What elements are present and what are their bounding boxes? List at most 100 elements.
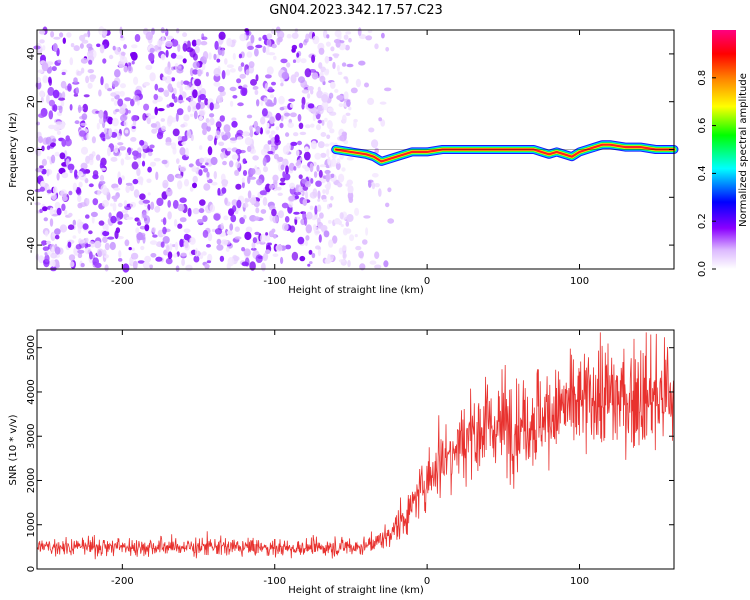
spectrogram-noise-cell (324, 117, 328, 122)
spectrogram-noise-cell (206, 121, 212, 127)
spectrogram-noise-cell (106, 87, 113, 92)
spectrogram-noise-cell (293, 211, 300, 215)
spectrogram-noise-cell (126, 216, 134, 220)
spectrogram-noise-cell (272, 215, 279, 224)
spectrogram-noise-cell (137, 157, 141, 166)
snr-y-tick-label: 4000 (26, 379, 37, 404)
spectrogram-noise-cell (117, 221, 123, 225)
spectrogram-noise-cell (54, 201, 61, 210)
spectrogram-noise-cell (162, 226, 167, 235)
spectrogram-noise-cell (117, 236, 124, 240)
spectrogram-noise-cell (290, 74, 297, 84)
spectrogram-noise-cell (203, 183, 211, 191)
spectrogram-noise-cell (334, 88, 339, 93)
spectrogram-noise-cell (192, 207, 200, 215)
spectrogram-noise-cell (98, 109, 104, 119)
spectrogram-noise-cell (51, 213, 59, 217)
spectrogram-noise-cell (98, 89, 102, 97)
spectrogram-noise-cell (39, 165, 44, 169)
spectrogram-noise-cell (223, 124, 231, 133)
spectrogram-noise-cell (317, 246, 322, 251)
spectrogram-noise-cell (221, 179, 229, 186)
spectrogram-noise-cell (326, 134, 331, 140)
colorbar-ticks: 0.0 0.2 0.4 0.6 0.8 (697, 70, 716, 277)
spectrogram-noise-cell (327, 107, 334, 113)
spectrogram-x-tick-label: -200 (111, 276, 134, 287)
spectrogram-noise-cell (241, 247, 246, 252)
spectrogram-noise-cell (250, 79, 257, 86)
spectrogram-noise-cell (142, 113, 147, 121)
spectrogram-noise-cell (121, 209, 129, 214)
spectrogram-noise-cell (348, 37, 352, 43)
spectrogram-noise-cell (153, 157, 161, 162)
spectrogram-noise-cell (225, 247, 230, 252)
spectrogram-x-axis-label: Height of straight line (km) (288, 285, 424, 296)
spectrogram-noise-cell (284, 112, 291, 117)
spectrogram-noise-cell (315, 180, 322, 187)
spectrogram-noise-cell (280, 164, 285, 171)
spectrogram-noise-cell (172, 199, 179, 209)
spectrogram-noise-cell (317, 119, 323, 124)
spectrogram-noise-cell (172, 146, 177, 155)
spectrogram-noise-cell (91, 216, 95, 224)
spectrogram-noise-cell (147, 166, 152, 173)
spectrogram-noise-cell (36, 149, 42, 157)
spectrogram-noise-cell (301, 103, 305, 110)
spectrogram-noise-cell (137, 147, 142, 154)
spectrogram-noise-cell (328, 239, 334, 248)
spectrogram-noise-cell (277, 30, 285, 39)
spectrogram-noise-cell (59, 152, 66, 160)
spectrogram-noise-cell (54, 246, 61, 255)
spectrogram-noise-cell (171, 77, 176, 82)
spectrogram-noise-cell (162, 217, 167, 226)
spectrogram-noise-cell (266, 33, 273, 39)
spectrogram-noise-cell (275, 126, 280, 131)
spectrogram-noise-cell (265, 46, 270, 55)
spectrogram-noise-cell (229, 100, 234, 107)
spectrogram-noise-cell (318, 47, 325, 55)
spectrogram-noise-cell (154, 121, 161, 131)
spectrogram-noise-cell (92, 198, 99, 206)
spectrogram-noise-cell (371, 173, 379, 178)
spectrogram-noise-cell (260, 100, 264, 106)
spectrogram-noise-cells (33, 26, 395, 273)
spectrogram-noise-cell (273, 180, 278, 185)
spectrogram-noise-cell (96, 43, 101, 48)
spectrogram-noise-cell (379, 101, 387, 105)
spectrogram-noise-cell (74, 120, 80, 125)
spectrogram-noise-cell (198, 169, 203, 176)
spectrogram-noise-cell (176, 108, 184, 116)
spectrogram-noise-cell (108, 128, 113, 137)
spectrogram-noise-cell (174, 62, 179, 71)
spectrogram-noise-cell (189, 67, 194, 77)
spectrogram-noise-cell (255, 44, 263, 49)
spectrogram-noise-cell (89, 75, 95, 83)
spectrogram-noise-cell (89, 251, 93, 260)
spectrogram-noise-cell (85, 237, 89, 243)
spectrogram-noise-cell (75, 244, 82, 250)
spectrogram-noise-cell (59, 224, 68, 233)
spectrogram-noise-cell (337, 34, 342, 40)
spectrogram-noise-cell (142, 261, 151, 269)
spectrogram-noise-cell (220, 222, 224, 230)
spectrogram-noise-cell (177, 180, 183, 190)
spectrogram-noise-cell (317, 86, 321, 93)
spectrogram-noise-cell (250, 247, 257, 251)
spectrogram-noise-cell (55, 121, 63, 125)
spectrogram-noise-cell (80, 57, 88, 64)
spectrogram-noise-cell (52, 43, 58, 52)
spectrogram-noise-cell (324, 55, 330, 64)
colorbar-tick-label: 0.4 (697, 165, 708, 181)
spectrogram-noise-cell (187, 207, 192, 217)
spectrogram-noise-cell (132, 260, 138, 270)
spectrogram-noise-cell (231, 120, 238, 128)
spectrogram-noise-cell (215, 121, 222, 129)
spectrogram-noise-cell (72, 219, 77, 226)
spectrogram-noise-cell (136, 232, 144, 241)
spectrogram-noise-cell (123, 120, 128, 127)
spectrogram-noise-cell (263, 97, 268, 103)
spectrogram-noise-cell (44, 230, 49, 237)
spectrogram-noise-cell (312, 224, 317, 232)
spectrogram-noise-cell (155, 171, 159, 181)
spectrogram-noise-cell (240, 87, 247, 96)
